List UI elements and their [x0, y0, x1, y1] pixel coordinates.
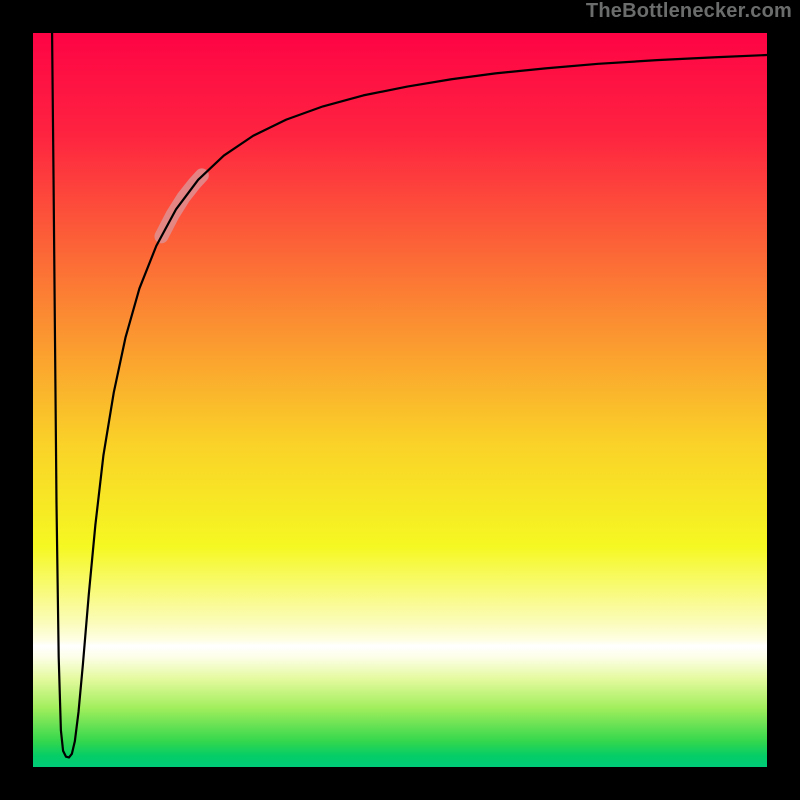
watermark-label: TheBottlenecker.com: [586, 0, 792, 23]
chart-canvas: TheBottlenecker.com: [0, 0, 800, 800]
gradient-background: [33, 33, 767, 767]
plot-area: [33, 33, 767, 767]
plot-svg: [33, 33, 767, 767]
